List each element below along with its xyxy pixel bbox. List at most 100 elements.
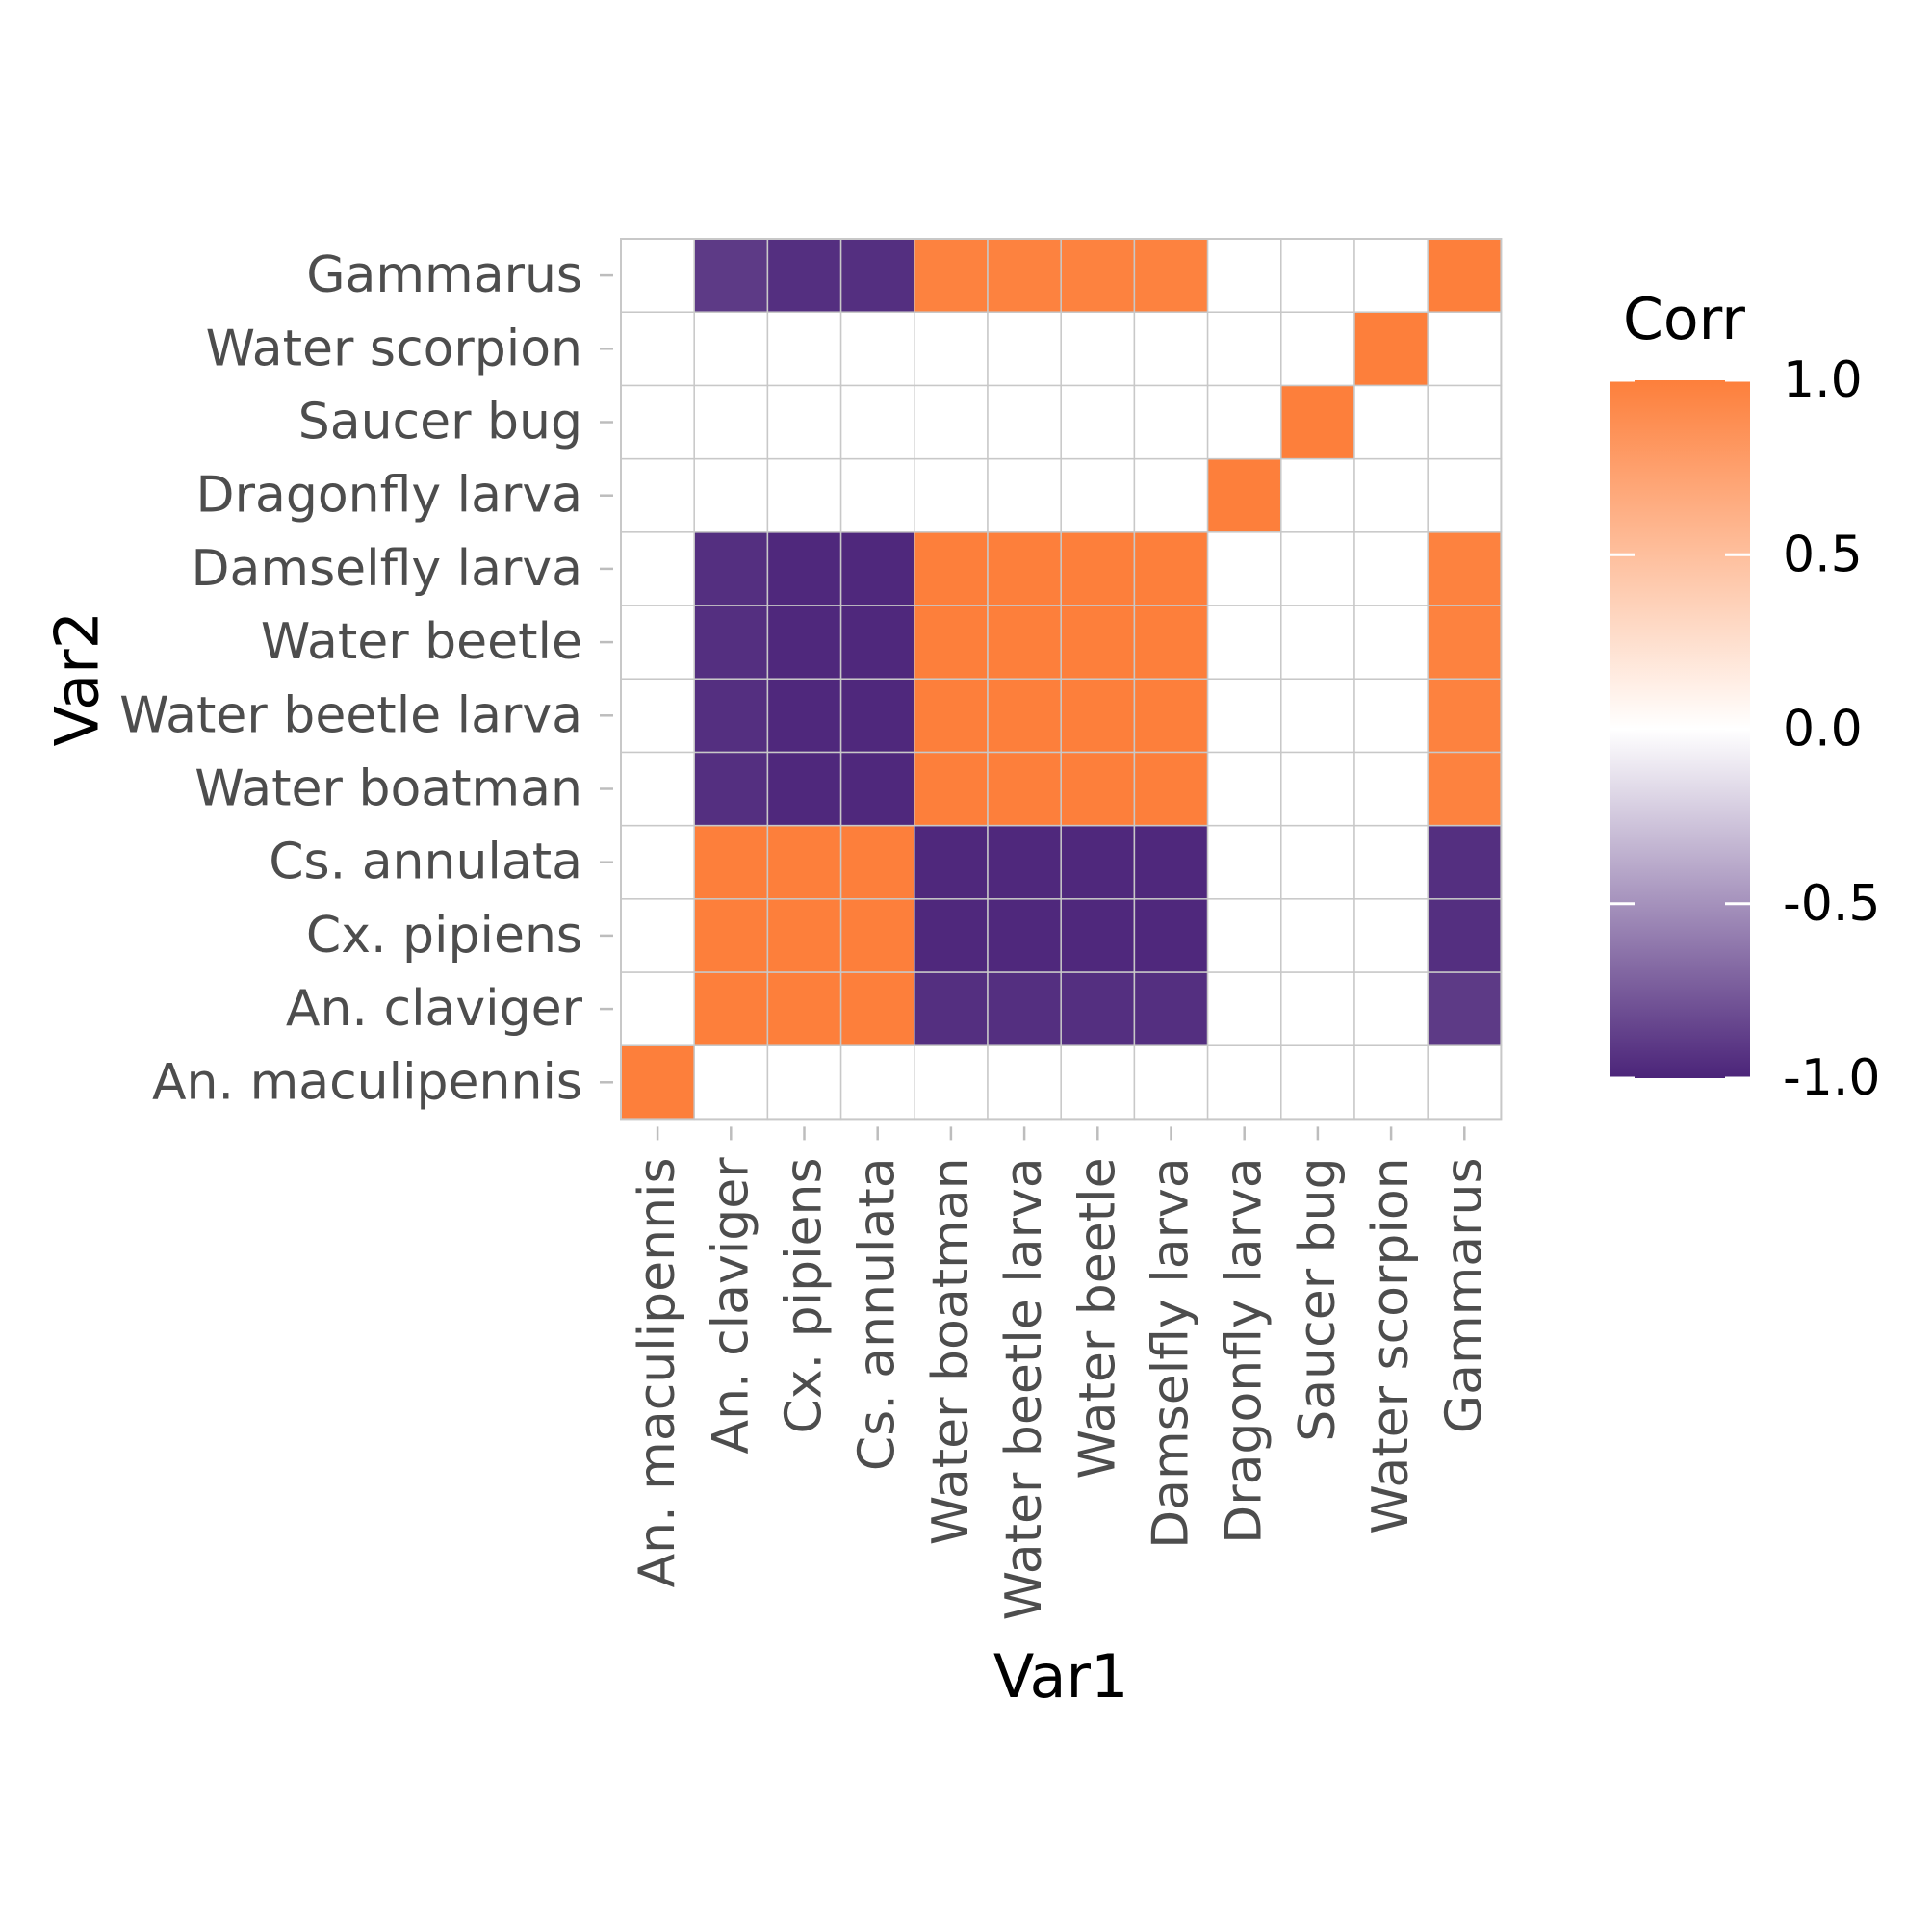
- heatmap-cell: [620, 457, 695, 533]
- heatmap-cell: [987, 238, 1062, 313]
- heatmap-cell: [766, 457, 842, 533]
- y-tick-label: Cs. annulata: [269, 834, 582, 891]
- heatmap-cell: [1133, 238, 1209, 313]
- x-axis: An. maculipennis An. claviger Cx. pipiens C…: [629, 1126, 1493, 1620]
- heatmap-cell: [1427, 311, 1503, 387]
- legend-tick-label: 0.5: [1783, 526, 1863, 583]
- heatmap-cell: [1353, 605, 1429, 680]
- heatmap-cell: [1353, 384, 1429, 460]
- x-tick-label: Gammarus: [1435, 1157, 1493, 1433]
- heatmap-cell: [1280, 311, 1355, 387]
- heatmap-cell: [914, 238, 989, 313]
- y-tick-label: Water scorpion: [206, 320, 582, 377]
- y-tick-label: Gammarus: [306, 246, 582, 304]
- legend-tick-label: -0.5: [1783, 875, 1880, 933]
- heatmap-cell: [766, 898, 842, 973]
- heatmap-cell: [1353, 678, 1429, 754]
- heatmap-cell: [1206, 971, 1282, 1046]
- heatmap-cells: [620, 238, 1503, 1121]
- heatmap-cell: [914, 605, 989, 680]
- heatmap-cell: [839, 678, 915, 754]
- heatmap-cell: [620, 971, 695, 1046]
- heatmap-cell: [1060, 605, 1136, 680]
- y-tick-label: An. maculipennis: [152, 1053, 582, 1111]
- heatmap-cell: [914, 311, 989, 387]
- panel-border: [620, 238, 1503, 1121]
- heatmap-cell: [693, 605, 769, 680]
- heatmap-cell: [839, 971, 915, 1046]
- x-tick-label: Dragonfly larva: [1216, 1157, 1274, 1543]
- heatmap-cell: [1280, 898, 1355, 973]
- heatmap-cell: [987, 898, 1062, 973]
- heatmap-cell: [839, 238, 915, 313]
- x-tick-label: Water beetle: [1069, 1157, 1126, 1479]
- heatmap-cell: [1060, 384, 1136, 460]
- heatmap-cell: [620, 605, 695, 680]
- heatmap-cell: [1427, 605, 1503, 680]
- heatmap-cell: [693, 1044, 769, 1121]
- heatmap-cell: [766, 605, 842, 680]
- heatmap-cell: [839, 384, 915, 460]
- heatmap-cell: [1280, 238, 1355, 313]
- heatmap-cell: [1060, 824, 1136, 900]
- heatmap-cell: [1427, 531, 1503, 606]
- heatmap-cell: [914, 824, 989, 900]
- x-tick-label: Cs. annulata: [849, 1157, 907, 1471]
- heatmap-cell: [693, 457, 769, 533]
- heatmap-cell: [1060, 898, 1136, 973]
- heatmap-cell: [839, 605, 915, 680]
- heatmap-cell: [1280, 457, 1355, 533]
- x-tick-label: An. claviger: [702, 1157, 760, 1455]
- heatmap-cell: [1353, 531, 1429, 606]
- legend-tick-label: -1.0: [1783, 1049, 1880, 1107]
- y-tick-label: Saucer bug: [298, 394, 582, 451]
- y-tick-label: Water boatman: [194, 760, 582, 818]
- heatmap-cell: [839, 457, 915, 533]
- heatmap-cell: [766, 1044, 842, 1121]
- heatmap-cell: [1206, 605, 1282, 680]
- heatmap-cell: [1133, 311, 1209, 387]
- heatmap-cell: [1060, 531, 1136, 606]
- heatmap-cell: [620, 824, 695, 900]
- heatmap-cell: [914, 531, 989, 606]
- heatmap-cell: [620, 751, 695, 827]
- heatmap-cell: [987, 457, 1062, 533]
- heatmap-cell: [1206, 531, 1282, 606]
- heatmap-cell: [914, 457, 989, 533]
- heatmap-cell: [693, 751, 769, 827]
- heatmap-cell: [987, 824, 1062, 900]
- heatmap-cell: [1353, 824, 1429, 900]
- color-legend: Corr 1.0 0.5 0.0 -0.5 -1.0: [1610, 286, 1880, 1107]
- y-tick-label: An. claviger: [286, 980, 583, 1038]
- heatmap-cell: [1206, 1044, 1282, 1121]
- heatmap-cell: [693, 531, 769, 606]
- x-axis-title: Var1: [993, 1641, 1129, 1712]
- heatmap-cell: [693, 678, 769, 754]
- heatmap-cell: [620, 531, 695, 606]
- y-axis: An. maculipennis An. claviger Cx. pipiens C…: [119, 246, 613, 1111]
- heatmap-cell: [839, 1044, 915, 1121]
- heatmap-cell: [1206, 238, 1282, 313]
- x-tick-label: Water scorpion: [1362, 1157, 1420, 1533]
- heatmap-cell: [1427, 1044, 1503, 1121]
- heatmap-cell: [693, 898, 769, 973]
- heatmap-cell: [987, 678, 1062, 754]
- heatmap-cell: [839, 311, 915, 387]
- heatmap-cell: [914, 384, 989, 460]
- heatmap-cell: [1280, 971, 1355, 1046]
- heatmap-cell: [693, 238, 769, 313]
- heatmap-cell: [987, 1044, 1062, 1121]
- heatmap-cell: [1133, 384, 1209, 460]
- heatmap-cell: [1427, 824, 1503, 900]
- y-tick-label: Water beetle larva: [119, 686, 582, 744]
- heatmap-cell: [1133, 605, 1209, 680]
- heatmap-cell: [1133, 531, 1209, 606]
- heatmap-cell: [1133, 1044, 1209, 1121]
- heatmap-cell: [1353, 311, 1429, 387]
- heatmap-cell: [1353, 238, 1429, 313]
- heatmap-cell: [1427, 238, 1503, 313]
- heatmap-cell: [987, 751, 1062, 827]
- heatmap-cell: [1353, 1044, 1429, 1121]
- heatmap-cell: [693, 971, 769, 1046]
- heatmap-cell: [1060, 1044, 1136, 1121]
